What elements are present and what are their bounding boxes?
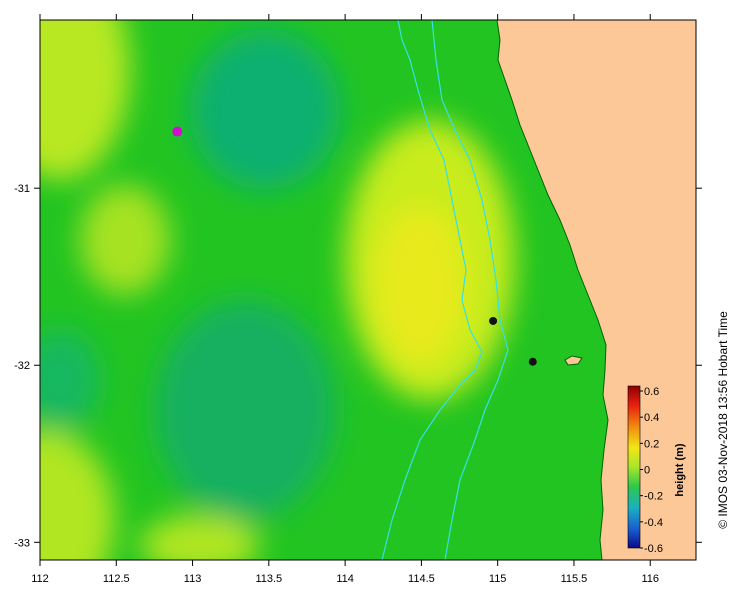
map-area <box>40 20 696 560</box>
colorbar-tick-label: -0.2 <box>644 491 663 503</box>
x-tick-label: 114.5 <box>408 573 435 585</box>
station-marker-black-2 <box>528 357 537 366</box>
isobath-contours <box>381 20 509 560</box>
x-tick-label: 115 <box>489 573 507 585</box>
colorbar-tick-label: 0 <box>644 465 650 477</box>
height-field <box>40 20 515 560</box>
colorbar-tick-label: 0.2 <box>644 438 659 450</box>
colorbar: 0.6 0.4 0.2 0 -0.2 -0.4 -0.6 height (m) <box>627 385 686 555</box>
y-tick-label: -32 <box>14 360 30 372</box>
station-markers <box>172 126 537 366</box>
colorbar-ticks: 0.6 0.4 0.2 0 -0.2 -0.4 -0.6 <box>640 386 663 555</box>
colorbar-tick-label: -0.4 <box>644 517 663 529</box>
plot-frame <box>39 19 697 561</box>
x-tick-label: 116 <box>641 573 659 585</box>
colorbar-title: height (m) <box>674 443 686 496</box>
colorbar-tick-label: -0.6 <box>644 543 663 555</box>
x-tick-label: 115.5 <box>561 573 588 585</box>
rottnest-island <box>564 355 583 366</box>
x-tick-label: 114 <box>336 573 354 585</box>
colorbar-gradient <box>627 385 641 549</box>
colorbar-tick-label: 0.6 <box>644 386 659 398</box>
station-marker-black-1 <box>489 316 498 325</box>
y-axis: -31 -32 -33 <box>14 183 702 549</box>
imos-credit: © IMOS 03-Nov-2018 13:56 Hobart Time <box>716 311 730 529</box>
station-marker-magenta <box>172 126 183 137</box>
y-tick-label: -31 <box>14 183 30 195</box>
land-australia <box>496 20 696 560</box>
x-tick-label: 112 <box>31 573 49 585</box>
y-tick-label: -33 <box>14 537 30 549</box>
colorbar-tick-label: 0.4 <box>644 412 659 424</box>
x-tick-label: 112.5 <box>103 573 130 585</box>
x-tick-label: 113.5 <box>255 573 282 585</box>
x-tick-label: 113 <box>184 573 202 585</box>
x-axis: 112 112.5 113 113.5 114 114.5 115 115.5 116 <box>31 14 659 585</box>
